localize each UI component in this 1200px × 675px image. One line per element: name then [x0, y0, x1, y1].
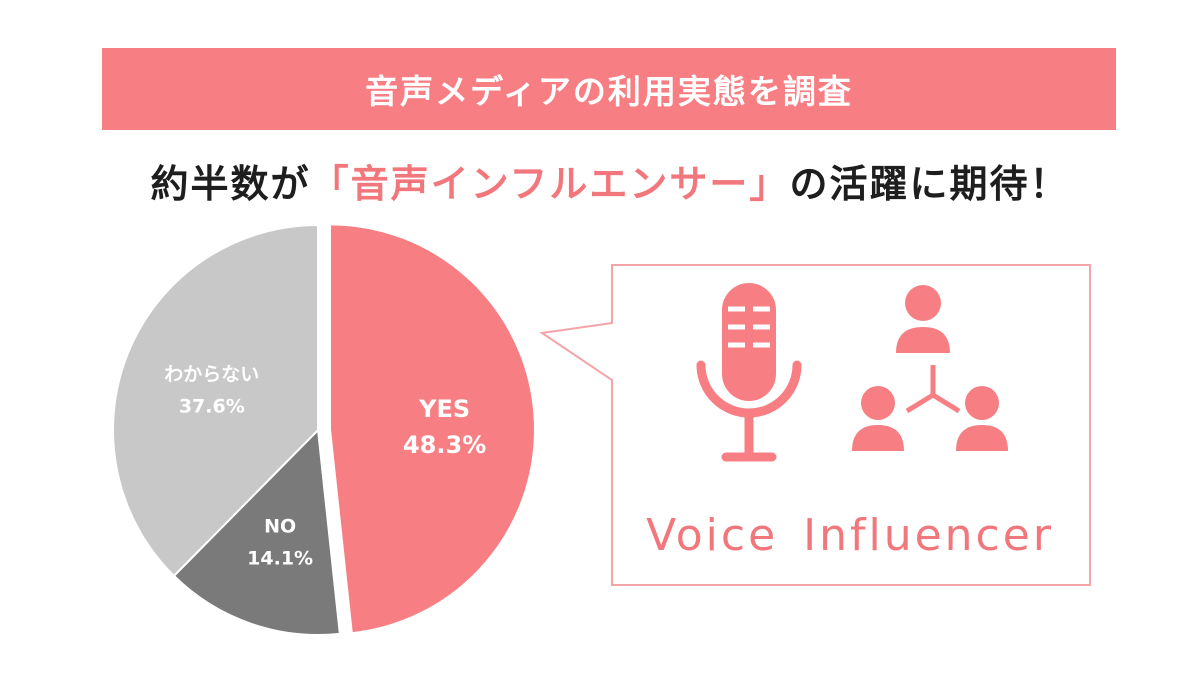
title-banner: 音声メディアの利用実態を調査 — [102, 48, 1116, 130]
banner-title: 音声メディアの利用実態を調査 — [365, 72, 853, 111]
voice-influencer-label: Voice Influencer — [646, 509, 1054, 561]
network-people-icon — [852, 285, 1008, 451]
slice-label-1: NO — [264, 515, 296, 537]
slice-value-2: 37.6% — [179, 395, 245, 417]
voice-influencer-callout — [539, 264, 1091, 586]
pie-slice-2 — [112, 223, 319, 578]
headline-prefix: 約半数が — [150, 161, 311, 206]
microphone-icon — [696, 283, 802, 462]
headline-accent: 「音声インフルエンサー」 — [310, 161, 790, 206]
pie-slice-1 — [172, 427, 341, 636]
headline-suffix: の活躍に期待！ — [789, 161, 1070, 206]
callout-bubble — [539, 264, 1091, 586]
slice-value-1: 14.1% — [247, 547, 313, 569]
pie-slice-0 — [328, 223, 536, 635]
slice-label-2: わからない — [164, 363, 259, 385]
pie-chart: YES 48.3% NO 14.1% わからない 37.6% — [112, 223, 536, 636]
slice-value-0: 48.3% — [403, 431, 486, 459]
slice-label-0: YES — [418, 395, 470, 423]
headline: 約半数が 「音声インフルエンサー」 の活躍に期待！ — [30, 148, 1190, 212]
